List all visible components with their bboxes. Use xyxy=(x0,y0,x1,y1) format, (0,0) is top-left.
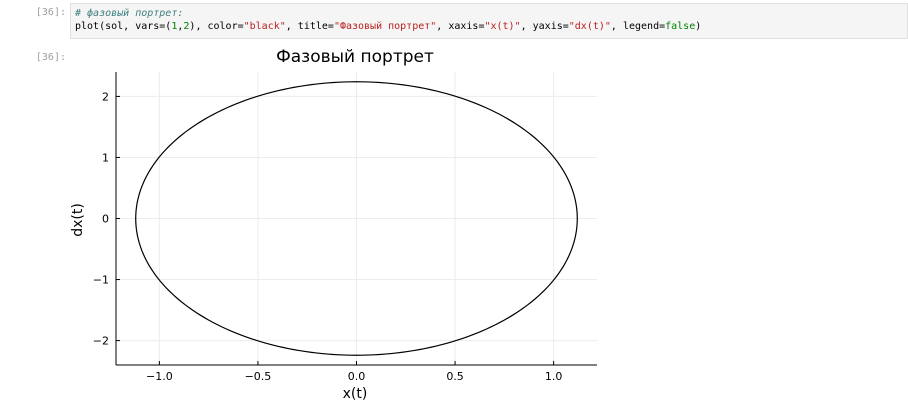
phase-portrait-chart: −1.0 −0.5 0.0 0.5 1.0 −2 −1 0 1 2 Фазовый портрет… xyxy=(70,47,597,402)
y-tick-label: −2 xyxy=(93,335,109,348)
phase-trajectory-line xyxy=(135,81,578,356)
input-prompt: [36]: xyxy=(35,7,66,18)
code-token: "x(t)" xyxy=(484,21,521,32)
code-token: , title= xyxy=(285,21,334,32)
code-comment: # фазовый портрет: xyxy=(75,8,184,19)
code-token: "Фазовый портрет" xyxy=(333,21,437,32)
code-token: 1 xyxy=(171,21,178,32)
code-token: , xaxis= xyxy=(436,21,485,32)
x-tick-label: −1.0 xyxy=(146,370,173,383)
code-token: , xyxy=(177,21,184,32)
code-token: ) xyxy=(695,21,702,32)
chart-title: Фазовый портрет xyxy=(276,47,434,67)
x-tick-label: −0.5 xyxy=(245,370,272,383)
grid-lines xyxy=(116,72,597,365)
output-prompt: [36]: xyxy=(35,52,66,63)
x-tick-label: 0.0 xyxy=(348,370,366,383)
code-token: ), color= xyxy=(189,21,244,32)
x-tick-label: 1.0 xyxy=(545,370,563,383)
y-tick-label: 2 xyxy=(102,90,109,103)
series xyxy=(135,81,578,356)
code-input-cell[interactable]: # фазовый портрет: plot(sol, vars=(1,2),… xyxy=(70,3,908,39)
code-token: "dx(t)" xyxy=(568,21,611,32)
code-line: plot(sol, vars=(1,2), color="black", tit… xyxy=(75,21,701,32)
code-token: , yaxis= xyxy=(520,21,569,32)
code-token: "black" xyxy=(243,21,286,32)
plot-output: −1.0 −0.5 0.0 0.5 1.0 −2 −1 0 1 2 Фазовый портрет… xyxy=(66,42,626,407)
y-tick-label: 0 xyxy=(102,213,109,226)
ticks: −1.0 −0.5 0.0 0.5 1.0 −2 −1 0 1 2 xyxy=(93,90,563,383)
y-tick-label: −1 xyxy=(93,274,109,287)
y-tick-label: 1 xyxy=(102,151,109,164)
code-token: false xyxy=(665,21,696,32)
y-axis-label: dx(t) xyxy=(70,203,86,237)
x-axis-label: x(t) xyxy=(343,386,368,402)
code-token: 2 xyxy=(183,21,190,32)
code-token: , legend= xyxy=(610,21,666,32)
x-tick-label: 0.5 xyxy=(446,370,464,383)
code-token: plot(sol, vars=( xyxy=(75,21,172,32)
